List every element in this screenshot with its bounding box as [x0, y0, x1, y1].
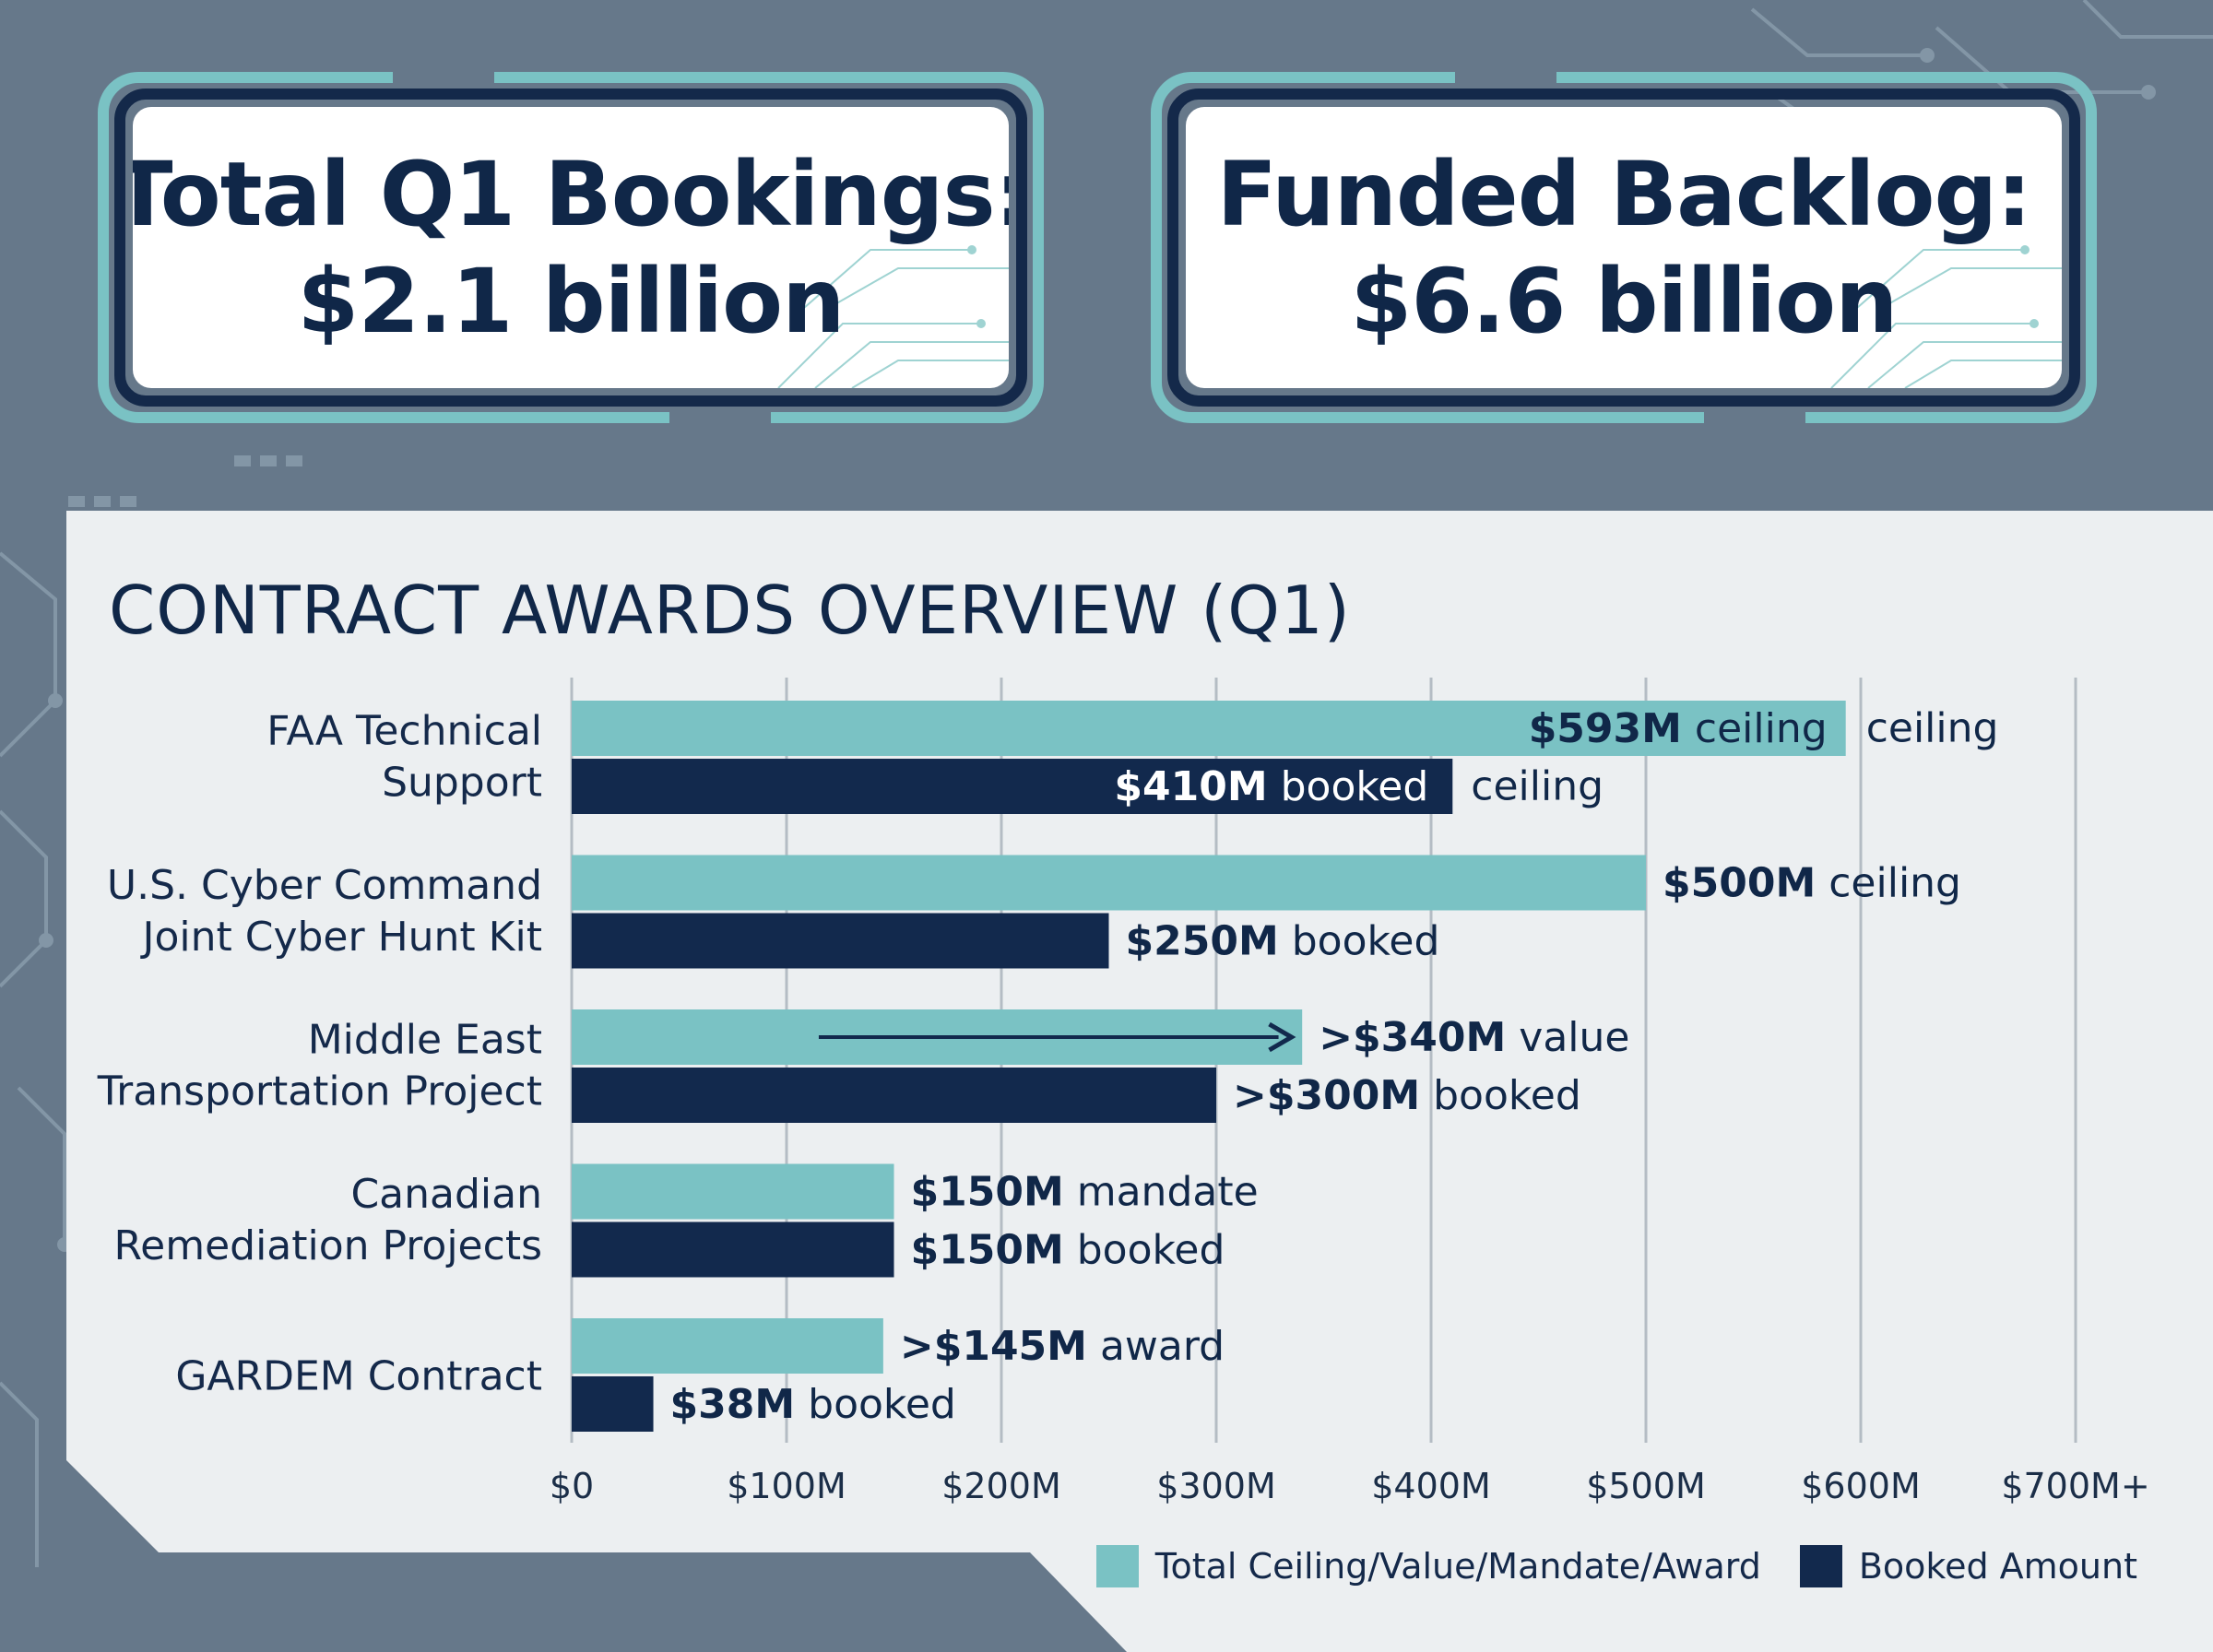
- legend-swatch-ceiling: [1095, 1545, 1139, 1587]
- extra-label-booked: ceiling: [1471, 763, 1604, 810]
- backlog-value: $6.6 billion: [1350, 249, 1899, 353]
- circuit-decoration: [1830, 245, 2062, 388]
- value-label-booked: $38M booked: [670, 1381, 956, 1428]
- category-label: GARDEM Contract: [175, 1353, 542, 1400]
- legend-label-ceiling: Total Ceiling/Value/Mandate/Award: [1154, 1546, 1761, 1587]
- x-tick-label: $0: [550, 1466, 594, 1506]
- bar-booked: [572, 1068, 1216, 1123]
- extra-label-ceiling: ceiling: [1866, 705, 1999, 752]
- x-tick-label: $300M: [1156, 1466, 1276, 1506]
- value-label-ceiling: >$340M value: [1319, 1014, 1629, 1061]
- bar-ceiling: [572, 855, 1646, 911]
- legend-swatch-booked: [1799, 1545, 1842, 1587]
- bookings-value: $2.1 billion: [297, 249, 846, 353]
- bar-ceiling: [572, 1318, 883, 1374]
- value-label-ceiling: $593M ceiling: [1529, 705, 1828, 752]
- category-label: FAA Technical Support: [266, 708, 542, 807]
- value-label-ceiling: $150M mandate: [911, 1168, 1259, 1215]
- category-label: Middle East Transportation Project: [97, 1017, 542, 1115]
- value-label-booked: $250M booked: [1126, 917, 1440, 964]
- bar-booked: [572, 1221, 894, 1278]
- value-label-booked: $410M booked: [1114, 763, 1428, 810]
- bar-ceiling: [572, 1163, 894, 1220]
- circuit-decoration: [777, 245, 1009, 388]
- legend-item-booked: Booked Amount: [1799, 1545, 2137, 1587]
- x-tick-label: $600M: [1801, 1466, 1921, 1506]
- total-bookings-card: Total Q1 Bookings: $2.1 billion: [98, 70, 1044, 425]
- value-label-ceiling: >$145M award: [900, 1323, 1225, 1370]
- bar-booked: [572, 913, 1109, 969]
- value-label-booked: >$300M booked: [1233, 1072, 1581, 1119]
- chart-title: CONTRACT AWARDS OVERVIEW (Q1): [109, 572, 1351, 649]
- bar-booked: [572, 1376, 654, 1432]
- x-tick-label: $100M: [727, 1466, 846, 1506]
- x-tick-label: $200M: [941, 1466, 1061, 1506]
- legend-item-ceiling: Total Ceiling/Value/Mandate/Award: [1095, 1545, 1761, 1587]
- legend: Total Ceiling/Value/Mandate/Award Booked…: [1074, 1545, 2137, 1587]
- category-label: Canadian Remediation Projects: [114, 1171, 542, 1269]
- bookings-label: Total Q1 Bookings:: [133, 142, 1009, 246]
- value-label-ceiling: $500M ceiling: [1663, 859, 1961, 906]
- funded-backlog-card: Funded Backlog: $6.6 billion: [1151, 70, 2097, 425]
- x-tick-label: $700M+: [2001, 1466, 2149, 1506]
- backlog-label: Funded Backlog:: [1216, 142, 2031, 246]
- x-tick-label: $400M: [1371, 1466, 1491, 1506]
- legend-label-booked: Booked Amount: [1858, 1546, 2137, 1587]
- category-label: U.S. Cyber Command Joint Cyber Hunt Kit: [107, 862, 542, 961]
- bar-booked: [572, 759, 1453, 814]
- annotation-arrow-head: [1268, 1021, 1296, 1053]
- value-label-booked: $150M booked: [911, 1226, 1225, 1273]
- x-tick-label: $500M: [1586, 1466, 1706, 1506]
- bar-ceiling: [572, 701, 1846, 756]
